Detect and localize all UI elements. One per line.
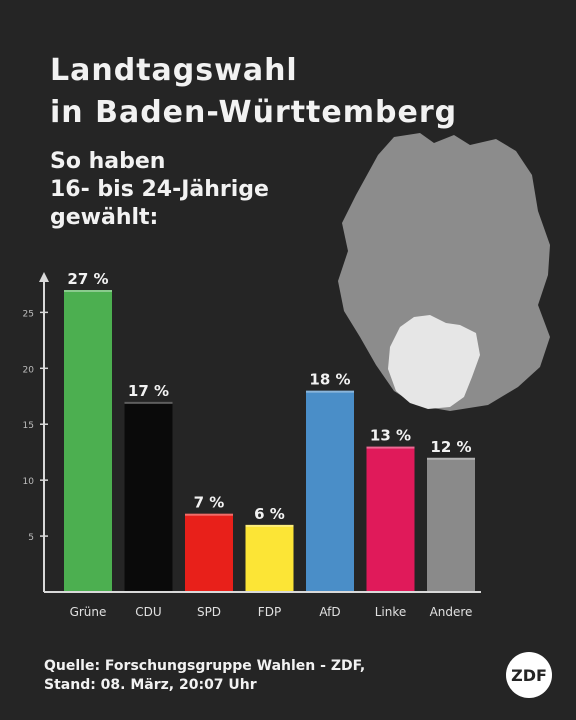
logo-text: ZDF [511,665,547,685]
category-label: Andere [430,605,473,619]
bar-top-edge [427,457,475,460]
bar-top-edge [245,524,294,527]
category-label: AfD [319,605,340,619]
y-tick-label: 25 [23,309,34,319]
value-label: 27 % [67,270,108,288]
bar [427,457,475,592]
bar [185,513,233,592]
value-label: 12 % [430,438,471,456]
bar [245,524,294,592]
source-line-1: Quelle: Forschungsgruppe Wahlen - ZDF, [44,658,366,674]
bar-top-edge [306,390,354,393]
germany-map [338,133,550,411]
subtitle-line-3: gewählt: [50,205,159,230]
bar [124,401,173,592]
y-tick-label: 20 [23,365,35,375]
value-label: 7 % [194,494,225,512]
y-tick-label: 15 [23,421,34,431]
title-line-1: Landtagswahl [50,53,298,88]
value-label: 17 % [128,382,169,400]
category-label: Linke [375,605,407,619]
page-title: Landtagswahl in Baden-Württemberg [50,50,457,134]
y-tick-label: 5 [28,533,34,543]
bar-top-edge [366,446,415,449]
bar-chart: 5 10 15 20 25 27 % Grüne 17 % CDU 7 % SPD 6 % FDP 18 … [23,270,481,619]
source-note: Quelle: Forschungsgruppe Wahlen - ZDF, S… [44,657,365,695]
source-line-2: Stand: 08. März, 20:07 Uhr [44,677,257,693]
category-label: Grüne [70,605,107,619]
category-label: CDU [135,605,161,619]
value-label: 18 % [309,371,350,389]
baden-wuerttemberg-region [388,315,480,409]
subtitle: So haben 16- bis 24-Jährige gewählt: [50,148,269,232]
bar [306,390,354,592]
category-label: SPD [197,605,221,619]
y-axis-arrow [39,272,49,282]
bar-top-edge [64,290,112,292]
bar [366,446,415,592]
germany-outline [338,133,550,411]
y-tick-label: 10 [23,477,35,487]
bar [64,290,112,592]
title-line-2: in Baden-Württemberg [50,95,458,130]
subtitle-line-1: So haben [50,149,166,174]
zdf-logo: ZDF [506,652,552,698]
category-label: FDP [258,605,281,619]
subtitle-line-2: 16- bis 24-Jährige [50,177,269,202]
bar-top-edge [185,513,233,516]
value-label: 6 % [254,505,285,523]
bar-top-edge [124,401,173,404]
value-label: 13 % [370,427,411,445]
